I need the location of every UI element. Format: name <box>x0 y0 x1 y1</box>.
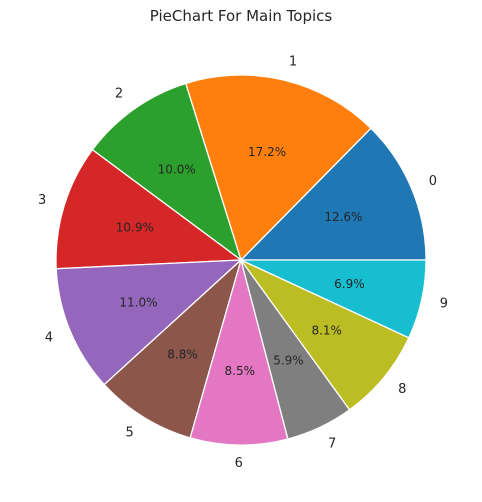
pie-slice-3 <box>55 148 243 270</box>
category-label-5: 5 <box>125 425 133 440</box>
percent-label-0: 12.6% <box>324 210 362 224</box>
pie-slice-1 <box>184 74 372 262</box>
percent-label-8: 8.1% <box>311 324 342 338</box>
category-label-8: 8 <box>398 382 406 397</box>
category-label-9: 9 <box>440 296 448 311</box>
category-label-2: 2 <box>115 87 123 102</box>
category-label-1: 1 <box>289 55 297 70</box>
pie-slice-9 <box>240 259 427 339</box>
percent-label-2: 10.0% <box>158 163 196 177</box>
percent-label-9: 6.9% <box>334 277 365 291</box>
pie-slice-8 <box>239 258 410 411</box>
percent-label-3: 10.9% <box>116 221 154 235</box>
category-label-4: 4 <box>45 330 53 345</box>
pie-slice-2 <box>91 82 243 262</box>
category-labels: 0 1 2 3 4 5 6 7 8 9 <box>38 55 448 471</box>
percent-labels: 12.6% 17.2% 10.0% 10.9% 11.0% 8.8% 8.5% 5.9% 8.1… <box>116 145 365 378</box>
pie-slice-4 <box>55 259 243 386</box>
pie-slice-6 <box>189 257 289 446</box>
category-label-0: 0 <box>429 174 437 189</box>
percent-label-5: 8.8% <box>167 347 198 361</box>
percent-label-4: 11.0% <box>119 296 157 310</box>
percent-label-6: 8.5% <box>225 364 256 378</box>
pie-slices <box>55 74 427 446</box>
category-label-6: 6 <box>235 456 243 471</box>
chart-title: PieChart For Main Topics <box>149 7 333 25</box>
category-label-3: 3 <box>38 193 46 208</box>
pie-slice-0 <box>239 127 427 261</box>
pie-slice-5 <box>103 257 243 439</box>
percent-label-7: 5.9% <box>273 353 304 367</box>
percent-label-1: 17.2% <box>248 145 286 159</box>
category-label-7: 7 <box>328 436 336 451</box>
